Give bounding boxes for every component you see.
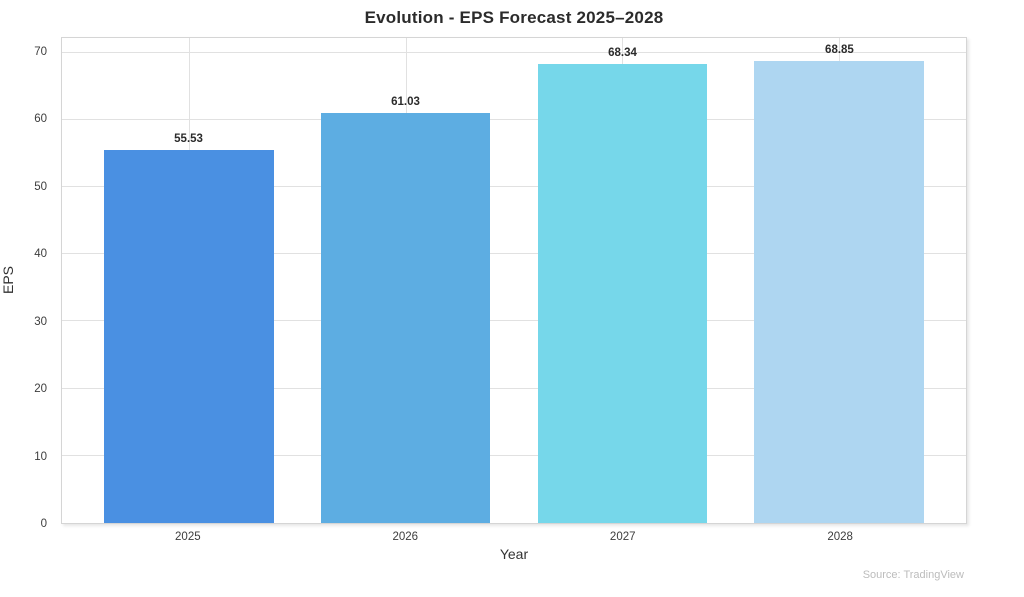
x-axis-label: Year — [499, 546, 529, 562]
y-gridline — [62, 253, 966, 255]
y-axis-ticks: 0 10 20 30 40 50 60 70 — [0, 37, 55, 530]
bar-2027 — [537, 63, 708, 523]
source-note: Source: TradingView — [862, 569, 964, 581]
y-tick-label: 60 — [34, 113, 47, 126]
bar-2026 — [320, 113, 491, 523]
y-tick-label: 30 — [34, 315, 47, 328]
bar-value-label: 61.03 — [391, 96, 420, 109]
y-gridline — [62, 387, 966, 389]
bar-value-label: 55.53 — [174, 132, 203, 145]
x-axis-ticks: 2025 2026 2027 2028 — [0, 525, 1024, 545]
y-tick-label: 10 — [34, 450, 47, 463]
bar-value-label: 68.34 — [608, 46, 637, 59]
y-tick-label: 20 — [34, 383, 47, 396]
x-tick-label: 2027 — [609, 531, 636, 543]
y-gridline — [62, 51, 966, 53]
y-tick-label: 70 — [34, 45, 47, 58]
y-tick-label: 40 — [34, 248, 47, 261]
y-gridline — [62, 118, 966, 120]
y-tick-label: 50 — [34, 180, 47, 193]
chart-title: Evolution - EPS Forecast 2025–2028 — [364, 8, 664, 27]
x-tick-label: 2028 — [827, 531, 853, 543]
bar-2028 — [754, 60, 925, 523]
y-tick-label: 0 — [40, 518, 47, 530]
y-gridline — [62, 186, 966, 188]
bar-2025 — [103, 149, 274, 523]
x-tick-label: 2026 — [392, 531, 419, 543]
bar-value-label: 68.85 — [825, 43, 854, 56]
y-gridline — [62, 454, 966, 456]
plot-area: 55.53 61.03 68.34 68.85 — [61, 37, 967, 524]
x-tick-label: 2025 — [175, 531, 201, 543]
y-gridline — [62, 320, 966, 322]
